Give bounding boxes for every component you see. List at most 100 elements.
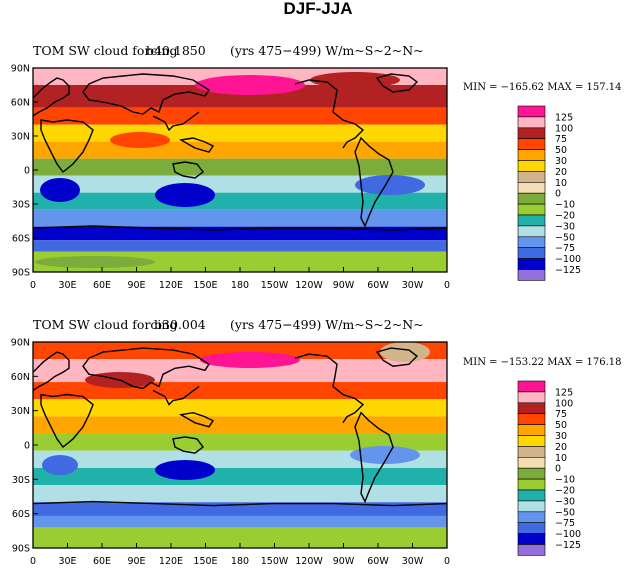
- anomaly-antarctic: [35, 256, 155, 268]
- coastline: [32, 77, 70, 117]
- anomaly-greenland: [380, 342, 430, 362]
- contour-band: [33, 107, 447, 125]
- panel-title-right: (yrs 475−499) W/m~S~2~N~: [230, 317, 424, 332]
- colorbar-label: 125: [555, 387, 573, 398]
- colorbar-label: 20: [555, 167, 567, 178]
- contour-band: [33, 399, 447, 417]
- colorbar-label: 0: [555, 464, 561, 475]
- lon-tick-label: 90W: [333, 280, 355, 291]
- colorbar-swatch: [517, 380, 546, 393]
- lon-tick-label: 0: [444, 280, 450, 291]
- lon-tick-label: 60E: [93, 280, 111, 291]
- lon-tick-label: 30E: [58, 280, 76, 291]
- lon-tick-labels: 0 30E 60E 90E 120E 150E 180 150W 120W 90W 60W 30W 0: [30, 543, 450, 567]
- colorbar-label: 10: [555, 453, 567, 464]
- anomaly-africa-sw: [40, 178, 80, 202]
- anomaly-arctic-canada: [310, 72, 400, 88]
- lat-tick-label: 60S: [12, 509, 30, 520]
- anomaly-south-america: [355, 175, 425, 195]
- contour-band: [33, 515, 447, 528]
- lat-tick-label: 30N: [11, 406, 30, 417]
- panel-title-left: TOM SW cloud forcing: [33, 317, 177, 332]
- lat-tick-label: 90N: [11, 338, 30, 349]
- contour-band: [33, 416, 447, 434]
- lon-tick-label: 30W: [402, 556, 424, 567]
- coastlines: [32, 73, 448, 231]
- colorbar-label: 0: [555, 189, 561, 200]
- coastline: [32, 225, 448, 231]
- lat-tick-label: 0: [24, 441, 30, 452]
- lat-tick-label: 30S: [12, 200, 30, 211]
- colorbar-swatch: [517, 149, 546, 161]
- colorbar-label: 20: [555, 442, 567, 453]
- colorbar-label: −75: [555, 243, 575, 254]
- lat-tick-label: 30N: [11, 132, 30, 143]
- colorbar-label: 75: [555, 409, 567, 420]
- coastline: [40, 119, 94, 173]
- anomaly-south-america: [350, 446, 420, 464]
- lat-tick-label: 30S: [12, 475, 30, 486]
- panel-title-case: b40.1850: [146, 43, 206, 58]
- lon-tick-label: 60W: [367, 556, 389, 567]
- contour-band: [33, 141, 447, 159]
- colorbar-swatch: [517, 127, 546, 140]
- contour-band: [33, 342, 447, 360]
- colorbar-swatch: [517, 413, 546, 425]
- lat-tick-label: 90S: [12, 268, 30, 279]
- lat-tick-label: 60S: [12, 234, 30, 245]
- contour-band: [33, 251, 447, 272]
- colorbar-swatch: [517, 182, 546, 194]
- map-field: [32, 67, 448, 273]
- colorbar-swatch: [517, 511, 546, 523]
- anomaly-asia: [110, 132, 170, 148]
- colorbar-swatch: [517, 522, 546, 534]
- colorbar-swatch: [517, 446, 546, 458]
- anomaly-maritime-continent: [155, 460, 215, 480]
- lat-tick-label: 60N: [11, 372, 30, 383]
- colorbar-swatch: [517, 478, 546, 491]
- contour-band: [33, 240, 447, 252]
- coastline: [32, 351, 70, 392]
- contour-band: [33, 85, 447, 108]
- contour-band: [33, 433, 447, 451]
- colorbar-swatch: [517, 391, 546, 404]
- lon-tick-label: 120W: [295, 556, 323, 567]
- contour-band: [33, 158, 447, 176]
- colorbar-swatch: [517, 105, 546, 118]
- panel-top: TOM SW cloud forcing b40.1850 (yrs 475−4…: [11, 43, 622, 291]
- contour-band: [33, 450, 447, 468]
- colorbar-swatch: [517, 225, 546, 238]
- lat-tick-labels: 90N 60N 30N 0 30S 60S 90S: [11, 64, 38, 279]
- contour-band: [33, 467, 447, 486]
- colorbar-swatch: [517, 214, 546, 227]
- lon-tick-labels: 0 30E 60E 90E 120E 150E 180 150W 120W 90W 60W 30W 0: [30, 267, 450, 291]
- colorbar-swatch: [517, 192, 546, 205]
- lon-tick-label: 150E: [193, 280, 217, 291]
- regional-anomalies: [35, 72, 425, 268]
- colorbar-swatch: [517, 203, 546, 216]
- coastline: [294, 353, 365, 424]
- panel-stats: MIN = −165.62 MAX = 157.14: [463, 82, 622, 93]
- lat-tick-label: 90S: [12, 544, 30, 555]
- colorbar-label: −100: [555, 529, 581, 540]
- lon-tick-label: 90E: [127, 556, 145, 567]
- colorbar-swatch: [517, 544, 546, 556]
- panel-title-right: (yrs 475−499) W/m~S~2~N~: [230, 43, 424, 58]
- lon-tick-label: 180: [231, 280, 249, 291]
- coastline: [178, 411, 215, 428]
- coastline: [354, 411, 394, 504]
- colorbar-label: −100: [555, 254, 581, 265]
- panel-bottom: TOM SW cloud forcing b30.004 (yrs 475−49…: [11, 317, 622, 567]
- lon-tick-label: 150W: [261, 280, 289, 291]
- coastline: [152, 385, 200, 406]
- colorbar-swatch: [517, 247, 546, 259]
- colorbar-swatch: [517, 533, 546, 545]
- panel-stats: MIN = −153.22 MAX = 176.18: [463, 357, 622, 368]
- lon-tick-label: 30E: [58, 556, 76, 567]
- coastline: [294, 79, 365, 149]
- contour-band: [33, 527, 447, 548]
- colorbar-swatch: [517, 171, 546, 183]
